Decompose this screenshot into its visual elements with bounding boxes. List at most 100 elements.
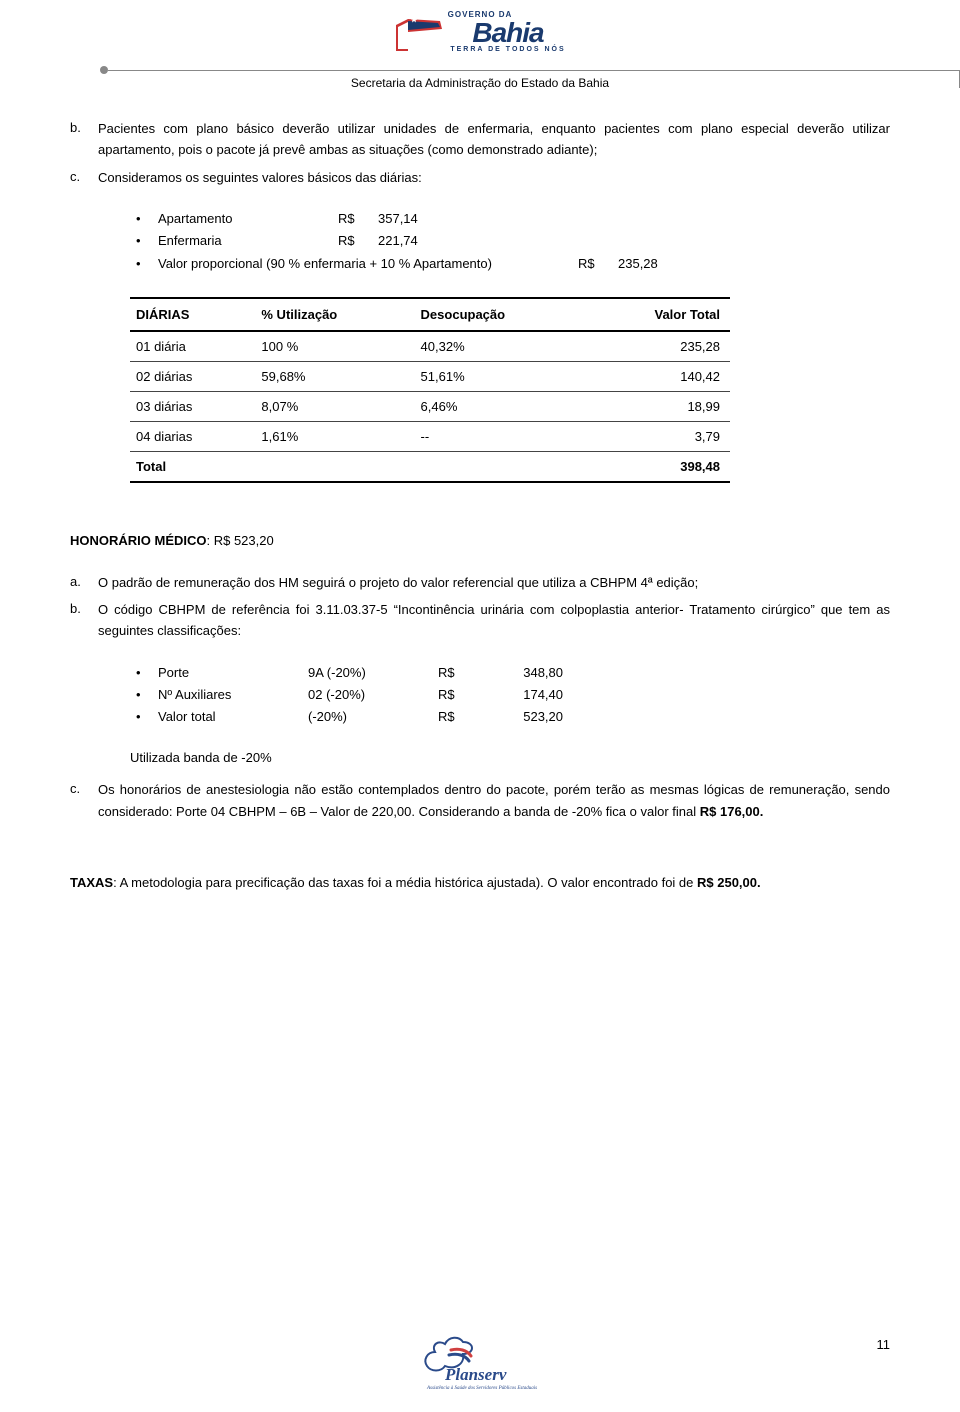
page-number: 11: [877, 1337, 891, 1352]
honorario-list: a. O padrão de remuneração dos HM seguir…: [70, 572, 890, 642]
banda-note: Utilizada banda de -20%: [130, 750, 890, 765]
list-item-b: b. Pacientes com plano básico deverão ut…: [70, 118, 890, 161]
cell: [255, 451, 414, 482]
cell: 6,46%: [415, 391, 589, 421]
list-item-c2: c. Os honorários de anestesiologia não e…: [70, 779, 890, 822]
table-row: 02 diárias 59,68% 51,61% 140,42: [130, 361, 730, 391]
c2: (-20%): [308, 706, 438, 728]
tagline: TERRA DE TODOS NÓS: [450, 46, 565, 53]
amount: 357,14: [378, 208, 438, 230]
marker-a: a.: [70, 572, 98, 593]
porte-row: Nº Auxiliares 02 (-20%) R$ 174,40: [130, 684, 890, 706]
text-c2-plain: Os honorários de anestesiologia não estã…: [98, 782, 890, 818]
header-divider: [70, 62, 890, 76]
table-row: 04 diarias 1,61% -- 3,79: [130, 421, 730, 451]
planserv-icon: Planserv Assistência à Saúde dos Servido…: [415, 1334, 545, 1392]
taxas-bold1: TAXAS: [70, 875, 113, 890]
honorario-title: HONORÁRIO MÉDICO: R$ 523,20: [70, 533, 890, 548]
cell: 51,61%: [415, 361, 589, 391]
porte-row: Porte 9A (-20%) R$ 348,80: [130, 662, 890, 684]
taxas-bold2: R$ 250,00.: [697, 875, 761, 890]
th-valor-total: Valor Total: [589, 298, 730, 331]
marker-c2: c.: [70, 779, 98, 822]
page-footer: 11 Planserv Assistência à Saúde dos Serv…: [70, 1334, 890, 1392]
cell: 8,07%: [255, 391, 414, 421]
list-top: b. Pacientes com plano básico deverão ut…: [70, 118, 890, 188]
cell: Total: [130, 451, 255, 482]
c1: Valor total: [158, 706, 308, 728]
cell: 59,68%: [255, 361, 414, 391]
honorario-list-c: c. Os honorários de anestesiologia não e…: [70, 779, 890, 822]
value-row-enfermaria: Enfermaria R$ 221,74: [130, 230, 890, 252]
cell: 1,61%: [255, 421, 414, 451]
divider-dot-icon: [100, 66, 108, 74]
c2: 9A (-20%): [308, 662, 438, 684]
state-name: Bahia TERRA DE TODOS NÓS: [450, 20, 565, 53]
cell: [415, 451, 589, 482]
planserv-logo: Planserv Assistência à Saúde dos Servido…: [415, 1334, 545, 1392]
cell: 235,28: [589, 331, 730, 362]
cell: 04 diarias: [130, 421, 255, 451]
c2: 02 (-20%): [308, 684, 438, 706]
flag-icon: [394, 17, 444, 53]
divider-line: [108, 70, 960, 71]
cell: 100 %: [255, 331, 414, 362]
taxas-text: : A metodologia para precificação das ta…: [113, 875, 697, 890]
porte-list: Porte 9A (-20%) R$ 348,80 Nº Auxiliares …: [130, 662, 890, 728]
marker-c: c.: [70, 167, 98, 188]
subheader: Secretaria da Administração do Estado da…: [70, 76, 890, 90]
text-c2-bold: R$ 176,00.: [700, 804, 764, 819]
c3: R$: [438, 706, 483, 728]
table-header-row: DIÁRIAS % Utilização Desocupação Valor T…: [130, 298, 730, 331]
currency: R$: [338, 208, 378, 230]
table-row: 01 diária 100 % 40,32% 235,28: [130, 331, 730, 362]
marker-b2: b.: [70, 599, 98, 642]
c3: R$: [438, 662, 483, 684]
c4: 348,80: [483, 662, 563, 684]
list-item-b2: b. O código CBHPM de referência foi 3.11…: [70, 599, 890, 642]
marker-b: b.: [70, 118, 98, 161]
cell: 01 diária: [130, 331, 255, 362]
label: Enfermaria: [158, 230, 338, 252]
taxas-paragraph: TAXAS: A metodologia para precificação d…: [70, 872, 890, 893]
list-item-c: c. Consideramos os seguintes valores bás…: [70, 167, 890, 188]
text-a: O padrão de remuneração dos HM seguirá o…: [98, 572, 890, 593]
c1: Porte: [158, 662, 308, 684]
label: Valor proporcional (90 % enfermaria + 10…: [158, 253, 578, 275]
cell: 03 diárias: [130, 391, 255, 421]
diarias-value-list: Apartamento R$ 357,14 Enfermaria R$ 221,…: [130, 208, 890, 274]
value-row-apartamento: Apartamento R$ 357,14: [130, 208, 890, 230]
diarias-table: DIÁRIAS % Utilização Desocupação Valor T…: [130, 297, 730, 483]
c4: 523,20: [483, 706, 563, 728]
table-row: 03 diárias 8,07% 6,46% 18,99: [130, 391, 730, 421]
porte-row: Valor total (-20%) R$ 523,20: [130, 706, 890, 728]
c1: Nº Auxiliares: [158, 684, 308, 706]
title-label: HONORÁRIO MÉDICO: [70, 533, 207, 548]
cell: 02 diárias: [130, 361, 255, 391]
cell: 3,79: [589, 421, 730, 451]
planserv-sub-text: Assistência à Saúde dos Servidores Públi…: [426, 1386, 537, 1391]
list-item-a: a. O padrão de remuneração dos HM seguir…: [70, 572, 890, 593]
page: GOVERNO DA Bahia TERRA DE TODOS NÓS: [0, 0, 960, 1412]
th-desocupacao: Desocupação: [415, 298, 589, 331]
cell: --: [415, 421, 589, 451]
text-b: Pacientes com plano básico deverão utili…: [98, 118, 890, 161]
c3: R$: [438, 684, 483, 706]
cell: 398,48: [589, 451, 730, 482]
currency: R$: [338, 230, 378, 252]
cell: 40,32%: [415, 331, 589, 362]
bahia-logo: GOVERNO DA Bahia TERRA DE TODOS NÓS: [394, 10, 565, 53]
currency: R$: [578, 253, 618, 275]
value-row-proporcional: Valor proporcional (90 % enfermaria + 10…: [130, 253, 890, 275]
bahia-text: Bahia: [450, 20, 565, 45]
page-header: GOVERNO DA Bahia TERRA DE TODOS NÓS: [70, 10, 890, 56]
text-c: Consideramos os seguintes valores básico…: [98, 167, 890, 188]
title-value: : R$ 523,20: [207, 533, 274, 548]
planserv-name-text: Planserv: [444, 1365, 507, 1384]
cell: 140,42: [589, 361, 730, 391]
amount: 221,74: [378, 230, 438, 252]
label: Apartamento: [158, 208, 338, 230]
th-diarias: DIÁRIAS: [130, 298, 255, 331]
text-b2: O código CBHPM de referência foi 3.11.03…: [98, 599, 890, 642]
text-c2: Os honorários de anestesiologia não estã…: [98, 779, 890, 822]
